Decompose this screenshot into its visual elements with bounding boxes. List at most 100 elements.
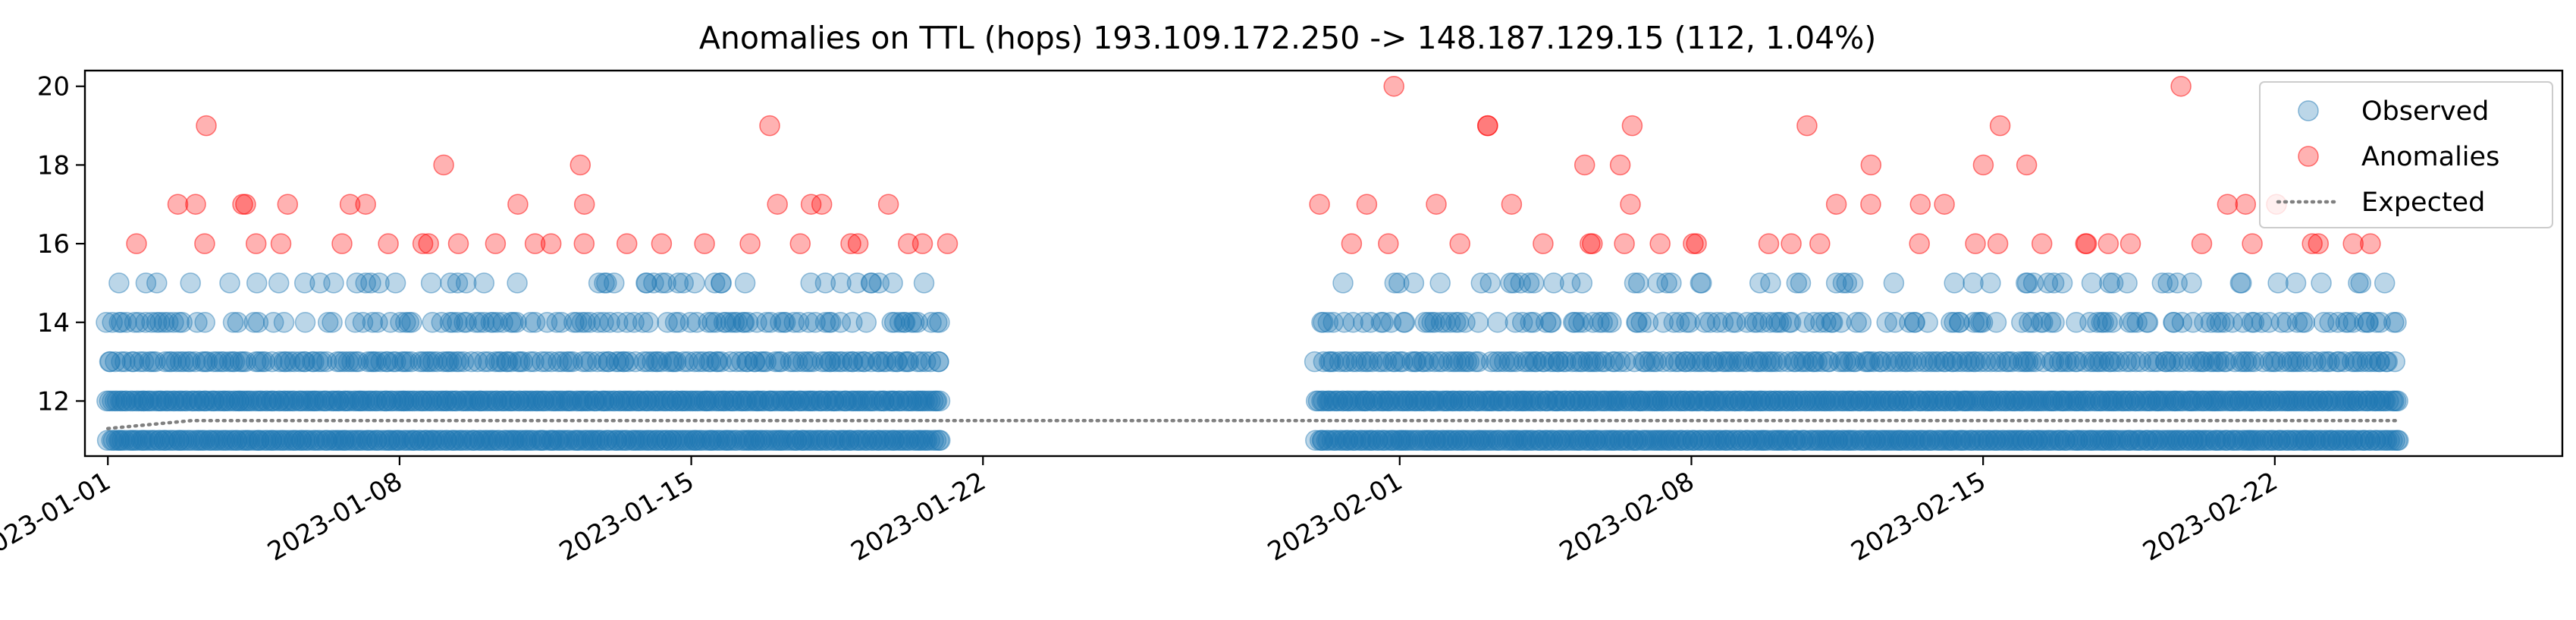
observed-point [594,272,615,294]
observed-point [1736,390,1758,412]
observed-point [1432,430,1453,452]
observed-point [482,312,504,333]
anomaly-point [433,154,454,176]
observed-point [1912,430,1934,452]
observed-point [2204,430,2226,452]
observed-point [1936,430,1958,452]
observed-point [734,272,756,294]
observed-point [177,430,198,452]
observed-point [928,351,949,373]
observed-point [1853,430,1875,452]
observed-point [656,430,678,452]
observed-point [1795,390,1817,412]
observed-point [2050,430,2072,452]
observed-point [321,390,342,412]
observed-point [606,430,627,452]
observed-point [1653,430,1674,452]
observed-point [210,430,231,452]
observed-point [111,390,133,412]
observed-point [2267,272,2289,294]
observed-point [824,430,846,452]
observed-point [1554,390,1576,412]
observed-point [1687,390,1709,412]
observed-point [737,312,759,333]
observed-point [792,351,814,373]
observed-point [1652,390,1674,412]
observed-point [1833,430,1854,452]
observed-point [1713,390,1734,412]
observed-point [309,430,331,452]
observed-point [888,390,910,412]
observed-point [923,430,944,452]
observed-point [1677,430,1698,452]
observed-point [1520,430,1542,452]
observed-point [420,272,442,294]
observed-point [1530,390,1552,412]
observed-point [1890,430,1911,452]
observed-point [442,312,463,333]
observed-point [149,430,171,452]
observed-point [897,430,919,452]
observed-point [566,390,587,412]
observed-point [507,272,528,294]
observed-point [333,430,354,452]
observed-point [1593,390,1615,412]
observed-point [1980,272,2001,294]
anomaly-point [694,233,715,254]
observed-point [898,351,920,373]
observed-point [1669,390,1691,412]
observed-point [1421,390,1442,412]
observed-point [1749,390,1771,412]
observed-point [667,430,688,452]
observed-point [1801,430,1823,452]
observed-point [1470,430,1491,452]
observed-point [1859,430,1881,452]
observed-point [218,351,240,373]
observed-point [168,390,189,412]
observed-point [550,390,572,412]
observed-point [2345,430,2367,452]
observed-point [1744,430,1765,452]
observed-point [1787,390,1809,412]
observed-point [775,390,797,412]
observed-point [2040,430,2061,452]
observed-point [487,430,509,452]
observed-point [153,312,175,333]
observed-point [718,430,740,452]
observed-point [1525,390,1546,412]
observed-point [2123,430,2145,452]
observed-point [1321,430,1343,452]
observed-point [495,430,516,452]
observed-point [568,390,590,412]
observed-point [680,430,701,452]
observed-point [252,390,273,412]
observed-point [1530,430,1552,452]
observed-point [926,390,948,412]
observed-point [517,390,538,412]
observed-point [1749,390,1771,412]
observed-point [1851,430,1872,452]
observed-point [2043,430,2064,452]
observed-point [485,390,507,412]
observed-point [920,351,942,373]
observed-point [1332,272,1354,294]
observed-point [2195,430,2216,452]
observed-point [646,430,668,452]
observed-point [104,390,126,412]
observed-point [366,351,387,373]
observed-point [2382,430,2403,452]
observed-point [2298,430,2320,452]
observed-point [811,390,833,412]
observed-point [871,390,892,412]
observed-point [482,390,504,412]
observed-point [422,312,443,333]
observed-point [591,390,612,412]
observed-point [425,390,447,412]
observed-point [334,430,356,452]
observed-point [1755,430,1776,452]
observed-point [1594,430,1616,452]
observed-point [1619,390,1640,412]
observed-point [510,351,531,373]
observed-point [1876,430,1897,452]
observed-point [268,390,290,412]
